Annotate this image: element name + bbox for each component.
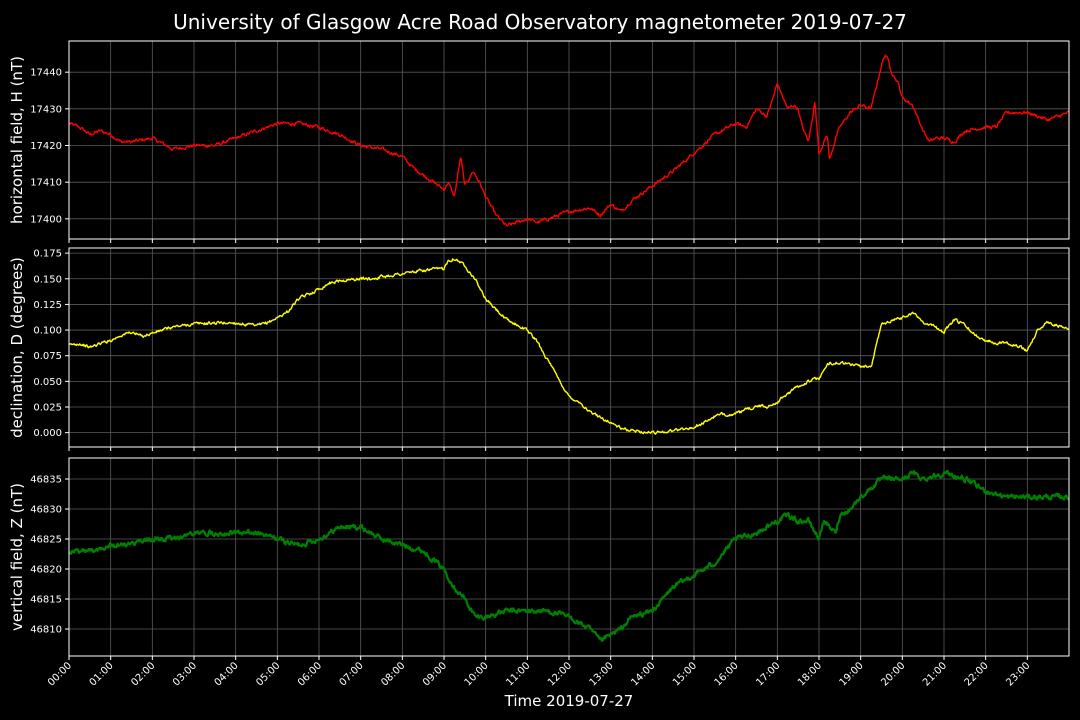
axes-frame xyxy=(68,247,1070,448)
series-line-horizontal-field xyxy=(69,54,1069,227)
y-tick-label: 46815 xyxy=(30,595,62,606)
series-line-declination xyxy=(69,258,1069,435)
y-tick-label: 0.125 xyxy=(33,300,62,311)
y-tick-label: 46825 xyxy=(30,535,62,546)
y-axis-label: vertical field, Z (nT) xyxy=(8,483,26,631)
y-tick-label: 0.050 xyxy=(33,377,62,388)
y-tick-label: 46820 xyxy=(30,565,62,576)
y-tick-label: 46810 xyxy=(30,625,62,636)
y-tick-label: 17430 xyxy=(30,104,62,115)
y-tick-label: 46830 xyxy=(30,505,62,516)
axes-frame xyxy=(68,457,1070,657)
y-tick-label: 17400 xyxy=(30,214,62,225)
y-tick-label: 0.150 xyxy=(33,274,62,285)
panel-vertical-field: 46810 46815 46820 46825 46830 46835 vertical f… xyxy=(8,457,1070,689)
y-tick-label: 0.175 xyxy=(33,249,62,260)
chart-title: University of Glasgow Acre Road Observat… xyxy=(173,10,907,34)
y-tick-label: 46835 xyxy=(30,475,62,486)
y-tick-label: 17410 xyxy=(30,178,62,189)
x-axis-label: Time 2019-07-27 xyxy=(504,692,634,710)
panel-horizontal-field: 17400 17410 17420 17430 17440 horizontal fiel… xyxy=(8,40,1070,243)
y-tick-label: 0.000 xyxy=(33,428,62,439)
panel-declination: 0.000 0.025 0.050 0.075 0.100 0.125 0.150 0.175… xyxy=(8,247,1070,451)
y-tick-label: 17420 xyxy=(30,141,62,152)
y-axis-label: declination, D (degrees) xyxy=(8,257,26,438)
series-line-vertical-field xyxy=(69,469,1069,643)
y-tick-label: 0.100 xyxy=(33,326,62,337)
axes-frame xyxy=(68,40,1070,240)
y-tick-label: 17440 xyxy=(30,68,62,79)
y-axis-label: horizontal field, H (nT) xyxy=(8,56,26,224)
y-tick-label: 0.075 xyxy=(33,351,62,362)
y-tick-label: 0.025 xyxy=(33,402,62,413)
